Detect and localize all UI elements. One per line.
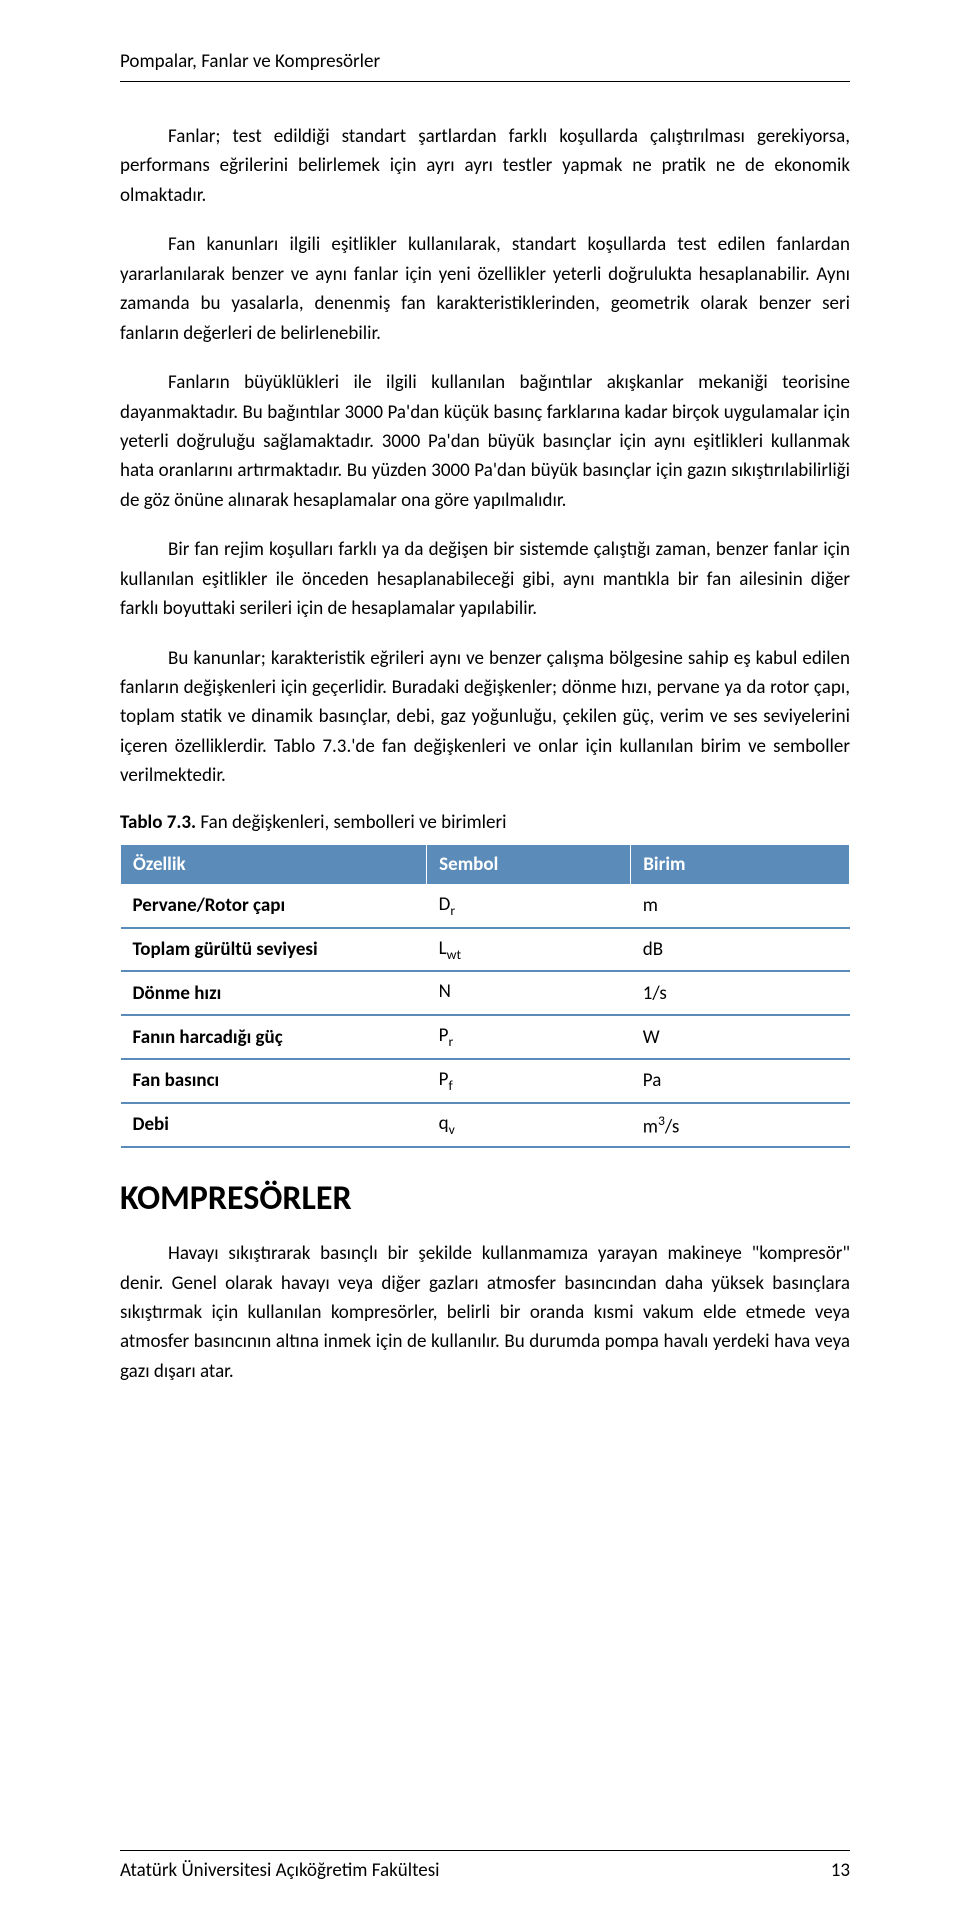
header-title: Pompalar, Fanlar ve Kompresörler [120,50,380,73]
section-heading-kompresorler: KOMPRESÖRLER [120,1178,850,1219]
cell-unit: Pa [631,1059,850,1103]
th-symbol: Sembol [427,844,631,884]
page-header: Pompalar, Fanlar ve Kompresörler [120,50,850,82]
table-row: Toplam gürültü seviyesi Lwt dB [121,928,850,972]
paragraph-1: Fanlar; test edildiği standart şartlarda… [120,122,850,210]
cell-symbol: Lwt [427,928,631,972]
paragraph-4: Bir fan rejim koşulları farklı ya da değ… [120,535,850,623]
table-caption: Tablo 7.3. Fan değişkenleri, sembolleri … [120,811,850,834]
cell-symbol: qv [427,1103,631,1147]
paragraph-2: Fan kanunları ilgili eşitlikler kullanıl… [120,230,850,348]
cell-symbol: N [427,971,631,1015]
cell-unit: m3/s [631,1103,850,1147]
document-page: Pompalar, Fanlar ve Kompresörler Fanlar;… [0,0,960,1922]
cell-property: Pervane/Rotor çapı [121,884,427,927]
table-row: Fanın harcadığı güç Pr W [121,1015,850,1059]
table-header-row: Özellik Sembol Birim [121,844,850,884]
cell-property: Fan basıncı [121,1059,427,1103]
footer-institution: Atatürk Üniversitesi Açıköğretim Fakülte… [120,1859,439,1882]
fan-variables-table: Özellik Sembol Birim Pervane/Rotor çapı … [120,844,850,1148]
th-unit: Birim [631,844,850,884]
table-caption-text: Fan değişkenleri, sembolleri ve birimler… [196,811,506,834]
paragraph-5: Bu kanunlar; karakteristik eğrileri aynı… [120,644,850,791]
cell-unit: dB [631,928,850,972]
cell-unit: 1/s [631,971,850,1015]
table-row: Fan basıncı Pf Pa [121,1059,850,1103]
cell-unit: m [631,884,850,927]
table-row: Pervane/Rotor çapı Dr m [121,884,850,927]
th-property: Özellik [121,844,427,884]
cell-property: Toplam gürültü seviyesi [121,928,427,972]
cell-unit: W [631,1015,850,1059]
cell-property: Debi [121,1103,427,1147]
cell-symbol: Pr [427,1015,631,1059]
page-footer: Atatürk Üniversitesi Açıköğretim Fakülte… [120,1850,850,1882]
table-row: Dönme hızı N 1/s [121,971,850,1015]
cell-property: Fanın harcadığı güç [121,1015,427,1059]
footer-page-number: 13 [831,1859,850,1882]
cell-symbol: Pf [427,1059,631,1103]
table-caption-number: Tablo 7.3. [120,811,196,834]
cell-symbol: Dr [427,884,631,927]
paragraph-6: Havayı sıkıştırarak basınçlı bir şekilde… [120,1239,850,1386]
cell-property: Dönme hızı [121,971,427,1015]
paragraph-3: Fanların büyüklükleri ile ilgili kullanı… [120,368,850,515]
table-row: Debi qv m3/s [121,1103,850,1147]
